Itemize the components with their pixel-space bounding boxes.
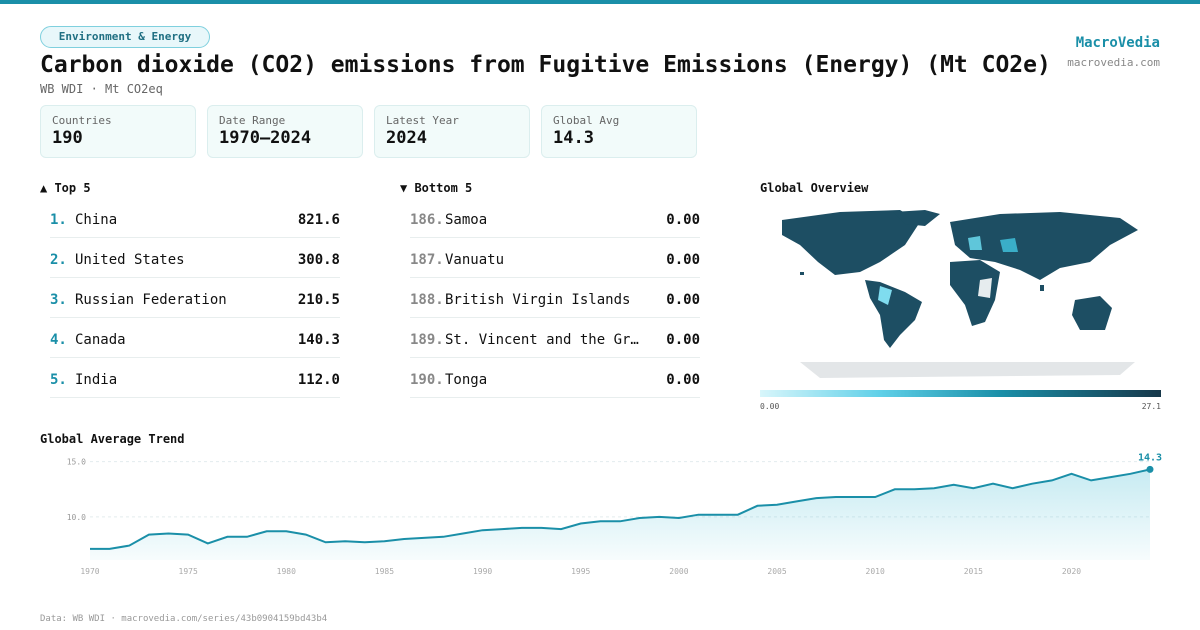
country-name: Russian Federation — [75, 292, 227, 308]
x-tick-label: 1995 — [571, 567, 590, 576]
stat-card: Global Avg 14.3 — [541, 105, 697, 158]
rank: 188. — [410, 292, 444, 308]
row-rule — [410, 397, 700, 398]
stat-label: Countries — [52, 114, 112, 127]
country-value: 112.0 — [297, 372, 340, 388]
country-name: United States — [75, 252, 185, 268]
legend-gradient — [760, 390, 1161, 397]
stat-card: Latest Year 2024 — [374, 105, 530, 158]
end-label: 14.3 — [1138, 452, 1162, 463]
x-tick-label: 1970 — [80, 567, 99, 576]
footer: Data: WB WDI · macrovedia.com/series/43b… — [40, 614, 328, 624]
rank: 5. — [50, 372, 67, 388]
country-value: 0.00 — [666, 332, 700, 348]
site[interactable]: macrovedia.com — [1067, 56, 1160, 69]
world-map — [782, 210, 1138, 378]
rank: 187. — [410, 252, 444, 268]
row-rule — [410, 237, 700, 238]
stat-card: Countries 190 — [40, 105, 196, 158]
title: Carbon dioxide (CO2) emissions from Fugi… — [40, 52, 1051, 78]
list-heading: ▲ Top 5 — [40, 181, 91, 195]
stat-value: 14.3 — [553, 128, 594, 148]
line — [90, 468, 1151, 550]
stat-value: 2024 — [386, 128, 427, 148]
y-tick-label: 10.0 — [67, 513, 86, 522]
legend-max: 27.1 — [1141, 402, 1161, 411]
category-tag[interactable]: Environment & Energy — [40, 26, 210, 48]
stat-value: 190 — [52, 128, 83, 148]
rank: 4. — [50, 332, 67, 348]
country-value: 0.00 — [666, 212, 700, 228]
row-rule — [50, 357, 340, 358]
country-name: Tonga — [445, 372, 488, 388]
stat-card: Date Range 1970–2024 — [207, 105, 363, 158]
stat-label: Date Range — [219, 114, 286, 127]
country-value: 0.00 — [666, 252, 700, 268]
x-tick-label: 2020 — [1062, 567, 1081, 576]
top-bar — [0, 0, 1200, 4]
country-value: 140.3 — [297, 332, 340, 348]
row-rule — [50, 277, 340, 278]
row-rule — [50, 317, 340, 318]
rank: 190. — [410, 372, 444, 388]
stat-value: 1970–2024 — [219, 128, 312, 148]
x-tick-label: 2010 — [866, 567, 885, 576]
brand[interactable]: MacroVedia — [1075, 35, 1160, 51]
rank: 189. — [410, 332, 444, 348]
rank: 2. — [50, 252, 67, 268]
x-tick-label: 2005 — [767, 567, 786, 576]
country-value: 210.5 — [297, 292, 340, 308]
country-name: Samoa — [445, 212, 488, 228]
row-rule — [410, 317, 700, 318]
rank: 1. — [50, 212, 67, 228]
country-name: British Virgin Islands — [445, 292, 631, 308]
rank: 186. — [410, 212, 444, 228]
x-tick-label: 1980 — [277, 567, 296, 576]
x-tick-label: 1985 — [375, 567, 394, 576]
row-rule — [50, 237, 340, 238]
country-value: 0.00 — [666, 372, 700, 388]
x-tick-label: 2000 — [669, 567, 688, 576]
row-rule — [410, 277, 700, 278]
row-rule — [50, 397, 340, 398]
country-name: China — [75, 212, 118, 228]
subtitle: WB WDI · Mt CO2eq — [40, 82, 163, 96]
country-name: Canada — [75, 332, 126, 348]
country-name: Vanuatu — [445, 252, 505, 268]
country-value: 300.8 — [297, 252, 340, 268]
map-title: Global Overview — [760, 181, 869, 195]
country-name: St. Vincent and the Gr… — [445, 332, 639, 348]
stat-label: Latest Year — [386, 114, 459, 127]
end-point — [1146, 465, 1154, 473]
legend-min: 0.00 — [760, 402, 780, 411]
country-value: 821.6 — [297, 212, 340, 228]
row-rule — [410, 357, 700, 358]
country-name: India — [75, 372, 118, 388]
stat-label: Global Avg — [553, 114, 620, 127]
rank: 3. — [50, 292, 67, 308]
x-tick-label: 2015 — [964, 567, 983, 576]
x-tick-label: 1975 — [179, 567, 198, 576]
chart-title: Global Average Trend — [40, 432, 185, 446]
list-heading: ▼ Bottom 5 — [400, 181, 473, 195]
country-value: 0.00 — [666, 292, 700, 308]
area — [90, 469, 1150, 560]
x-tick-label: 1990 — [473, 567, 492, 576]
y-tick-label: 15.0 — [67, 458, 86, 467]
